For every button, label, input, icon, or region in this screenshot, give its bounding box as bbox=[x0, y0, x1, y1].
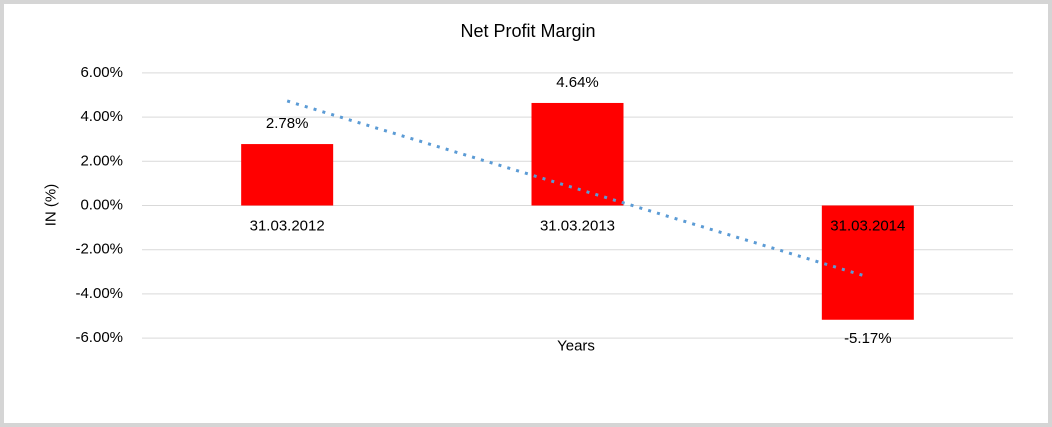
category-label: 31.03.2013 bbox=[540, 217, 615, 234]
y-tick-label: 2.00% bbox=[80, 152, 123, 169]
chart-title: Net Profit Margin bbox=[460, 21, 596, 41]
bar bbox=[531, 102, 624, 206]
x-axis-title: Years bbox=[557, 337, 595, 355]
category-label: 31.03.2014 bbox=[830, 217, 905, 234]
y-axis-title: IN (%) bbox=[42, 183, 60, 227]
bar-data-label: 2.78% bbox=[266, 115, 309, 132]
bar-data-label: -5.17% bbox=[844, 330, 892, 347]
y-tick-label: 4.00% bbox=[80, 108, 123, 125]
y-tick-label: -6.00% bbox=[75, 329, 123, 346]
bar-data-label: 4.64% bbox=[556, 74, 599, 91]
y-tick-label: -2.00% bbox=[75, 241, 123, 258]
bar bbox=[821, 205, 914, 320]
y-tick-label: 6.00% bbox=[80, 64, 123, 81]
y-tick-label: 0.00% bbox=[80, 196, 123, 213]
bar bbox=[241, 144, 334, 206]
y-tick-label: -4.00% bbox=[75, 285, 123, 302]
category-label: 31.03.2012 bbox=[250, 217, 325, 234]
